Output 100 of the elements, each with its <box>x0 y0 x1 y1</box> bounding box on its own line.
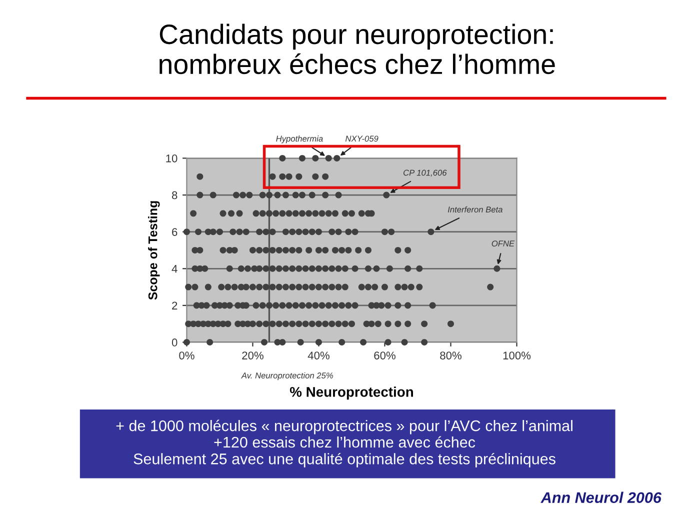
point <box>487 284 494 290</box>
point <box>342 210 348 217</box>
point <box>342 284 348 290</box>
point <box>230 228 236 236</box>
x-tick-label: 0% <box>179 352 194 360</box>
point <box>210 228 216 236</box>
point <box>266 302 272 309</box>
point <box>386 265 393 272</box>
point <box>322 320 329 328</box>
point <box>216 228 223 236</box>
point <box>242 228 250 236</box>
point <box>312 173 319 180</box>
text: Ann Neurol 2006 <box>540 492 662 504</box>
point <box>494 265 500 272</box>
point <box>298 154 306 162</box>
point <box>338 302 346 309</box>
point <box>421 338 428 346</box>
point <box>325 302 332 309</box>
point <box>322 192 329 198</box>
point <box>269 173 276 180</box>
point <box>231 246 238 254</box>
point <box>364 284 372 290</box>
point <box>342 320 348 328</box>
point <box>269 246 276 254</box>
point <box>318 210 326 217</box>
annotation: OFNE <box>492 240 515 246</box>
x-axis-title: % Neuroprotection <box>290 386 413 400</box>
point <box>256 284 263 290</box>
point <box>236 228 243 236</box>
point <box>259 302 266 309</box>
point <box>292 210 299 217</box>
point <box>302 228 309 236</box>
point <box>325 154 332 162</box>
point <box>416 284 423 290</box>
point <box>342 265 348 272</box>
point <box>282 320 289 328</box>
point <box>384 338 392 346</box>
point <box>266 210 272 217</box>
point <box>302 265 309 272</box>
point <box>404 320 412 328</box>
point <box>384 302 392 309</box>
point <box>404 265 412 272</box>
point <box>318 302 326 309</box>
point <box>325 210 332 217</box>
point <box>355 246 362 254</box>
point <box>404 246 412 254</box>
point <box>352 228 358 236</box>
y-tick-label: 8 <box>172 191 178 200</box>
point <box>276 320 282 328</box>
point <box>348 320 355 328</box>
point <box>246 192 253 198</box>
annotation: CP 101,606 <box>404 170 447 177</box>
annotation: NXY-059 <box>345 136 378 142</box>
point <box>360 338 367 346</box>
point <box>269 320 276 328</box>
point <box>218 284 225 290</box>
point <box>345 246 352 254</box>
point <box>276 284 282 290</box>
point <box>249 246 256 254</box>
annotation: Interferon Beta <box>448 206 502 212</box>
point <box>312 210 319 217</box>
point <box>352 302 358 309</box>
point <box>388 228 395 236</box>
point <box>256 228 263 236</box>
point <box>332 246 338 254</box>
ref-line-label: Av. Neuroprotection 25% <box>241 372 333 380</box>
point <box>261 338 268 346</box>
point <box>289 265 296 272</box>
point <box>394 302 402 309</box>
point <box>262 265 270 272</box>
point <box>401 284 408 290</box>
point <box>421 320 428 328</box>
point <box>276 265 282 272</box>
point <box>196 192 204 198</box>
point <box>282 284 289 290</box>
point <box>296 284 302 290</box>
point <box>279 154 286 162</box>
point <box>374 320 382 328</box>
point <box>328 265 336 272</box>
point <box>394 320 402 328</box>
point <box>345 228 352 236</box>
point <box>272 210 280 217</box>
point <box>335 320 342 328</box>
point <box>226 302 233 309</box>
point <box>298 302 306 309</box>
point <box>256 320 263 328</box>
point <box>315 284 322 290</box>
point <box>381 228 388 236</box>
point <box>368 320 375 328</box>
point <box>226 265 233 272</box>
point <box>292 302 299 309</box>
point <box>259 192 266 198</box>
point <box>428 228 434 236</box>
point <box>302 284 309 290</box>
y-axis-title: Scope of Testing <box>148 201 160 300</box>
point <box>315 320 322 328</box>
annotation: Hypothermia <box>276 135 323 144</box>
point <box>192 284 198 290</box>
point <box>364 246 372 254</box>
x-tick-label: 60% <box>374 352 396 360</box>
